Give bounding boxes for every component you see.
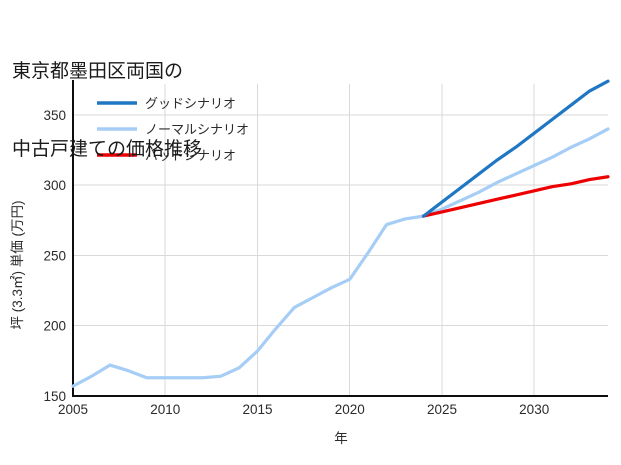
series-line-ノーマルシナリオ	[71, 127, 610, 388]
x-tick-label: 2010	[150, 402, 180, 417]
y-axis-label: 坪 (3.3㎡) 単価 (万円)	[10, 200, 25, 329]
series-group	[71, 79, 610, 388]
x-tick-label: 2025	[427, 402, 457, 417]
chart-title-line-2: 中古戸建ての価格推移	[12, 139, 203, 160]
y-tick-label: 150	[43, 389, 66, 404]
legend-label-1: ノーマルシナリオ	[145, 122, 249, 137]
series-line-バッドシナリオ	[421, 175, 610, 218]
chart-title-line-1: 東京都墨田区両国の	[12, 61, 184, 82]
chart-title: 東京都墨田区両国の 中古戸建ての価格推移	[12, 7, 202, 215]
x-tick-labels-group: 2005 2010 2015 2020 2025 2030	[58, 402, 549, 417]
y-tick-label: 250	[43, 248, 66, 263]
x-tick-label: 2020	[335, 402, 365, 417]
x-tick-label: 2005	[58, 402, 88, 417]
y-tick-labels-group: 150 200 250 300 350	[43, 108, 66, 404]
y-tick-label: 200	[43, 319, 66, 334]
x-tick-label: 2015	[242, 402, 272, 417]
x-axis-label: 年	[334, 431, 348, 446]
series-line-グッドシナリオ	[421, 79, 610, 218]
legend-label-2: バッドシナリオ	[145, 148, 236, 163]
legend-label-0: グッドシナリオ	[145, 96, 236, 111]
y-tick-label: 350	[43, 108, 66, 123]
y-tick-label: 300	[43, 178, 66, 193]
x-tick-label: 2030	[519, 402, 549, 417]
axis-lines-group	[71, 80, 608, 398]
